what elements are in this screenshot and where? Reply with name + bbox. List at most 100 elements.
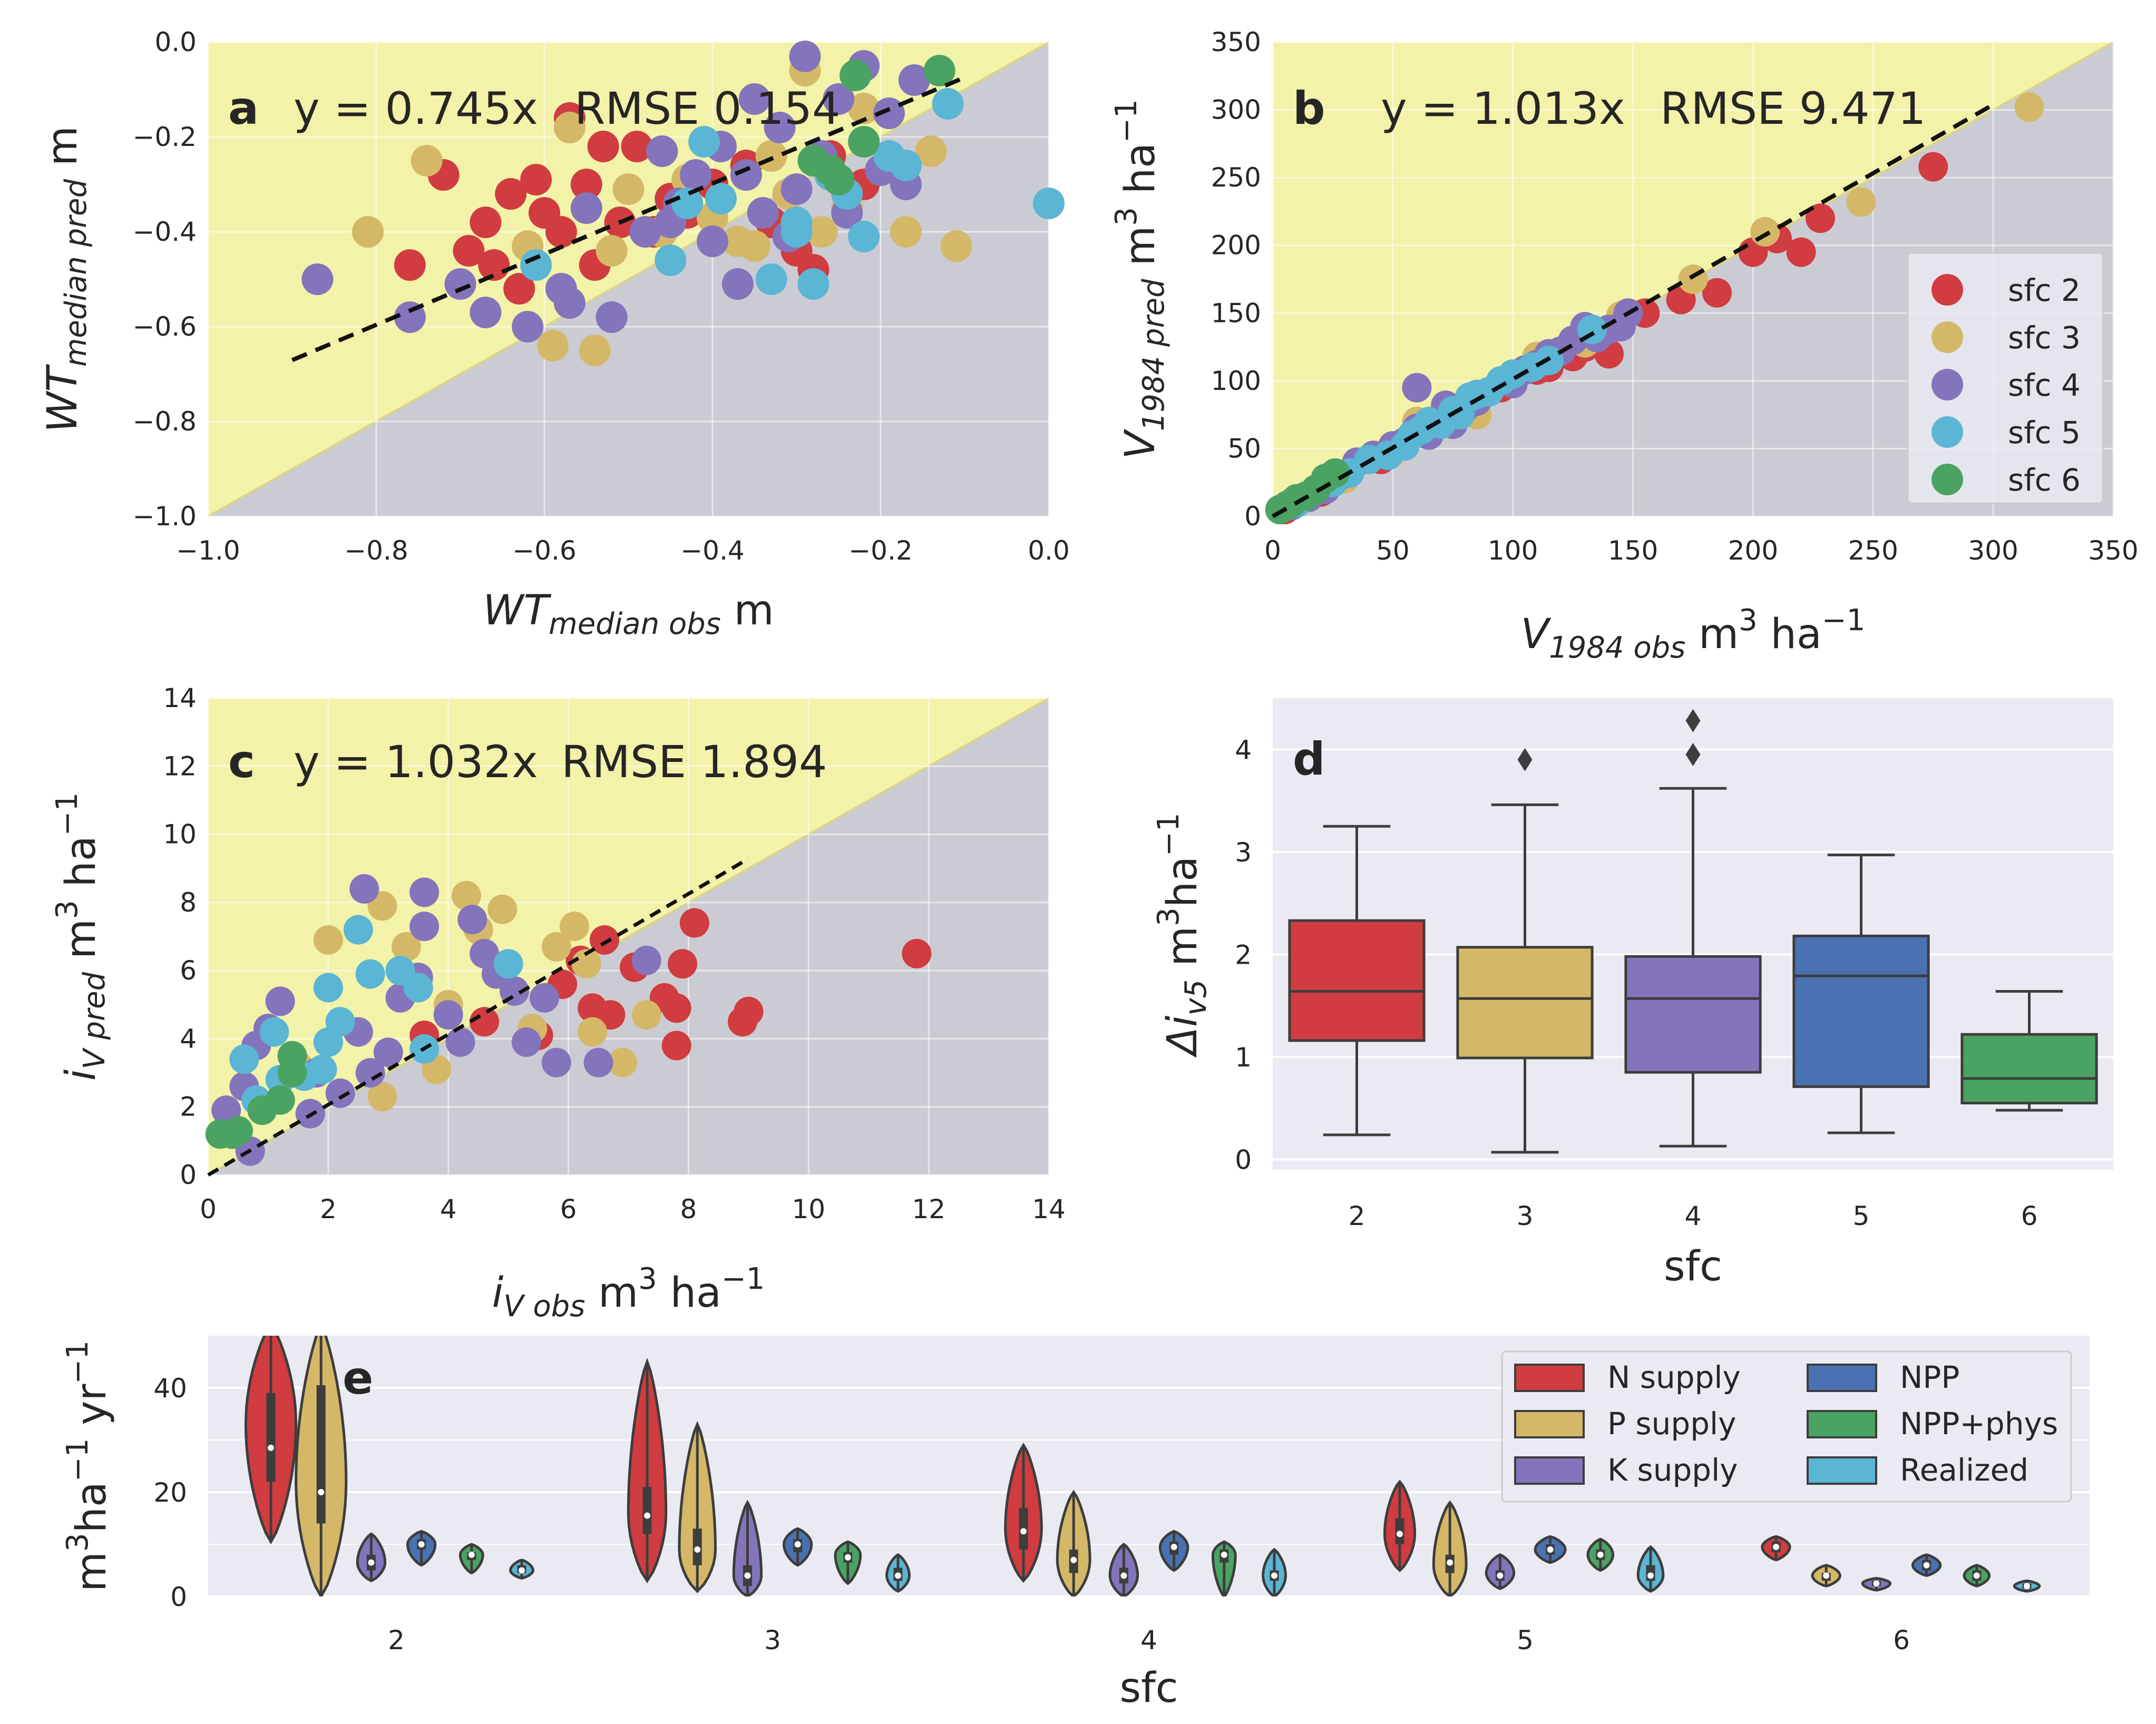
label-part: yr	[68, 1384, 115, 1438]
violin-median	[268, 1444, 274, 1451]
scatter-point	[349, 874, 379, 904]
scatter-point	[313, 973, 343, 1003]
x-axis-label: WTmedian obs m	[483, 587, 774, 641]
y-tick-label: 6	[180, 955, 197, 986]
x-tick-label: 4	[1140, 1625, 1157, 1656]
one-to-one-line	[208, 41, 1049, 517]
scatter-point	[512, 311, 544, 342]
y-tick-label: 10	[163, 819, 197, 850]
label-part: −1	[1822, 603, 1866, 638]
scatter-point	[781, 207, 813, 238]
y-tick-label: 350	[1211, 27, 1261, 57]
label-part: ha	[1159, 856, 1206, 907]
x-tick-label: 6	[560, 1194, 577, 1225]
panel-c-scatter: 0 2 4 6 8 10 12 14 0 2 4 6 8 10 12 14 c y = 1.032x RMSE 1.…	[50, 683, 1066, 1324]
scatter-point	[764, 112, 796, 143]
legend-label: sfc 3	[2008, 320, 2081, 356]
scatter-point	[721, 268, 754, 300]
scatter-point	[697, 226, 728, 257]
scatter-point	[495, 178, 527, 210]
scatter-point	[789, 41, 821, 72]
label-part: 3	[61, 1533, 95, 1552]
scatter-point	[596, 235, 628, 267]
panel-letter: d	[1293, 733, 1325, 786]
legend-label: sfc 4	[2008, 367, 2081, 403]
scatter-point	[470, 207, 502, 238]
legend-marker	[1931, 464, 1963, 495]
scatter-point	[478, 249, 510, 281]
scatter-point	[806, 216, 838, 248]
label-part: V pred	[77, 972, 112, 1069]
label-part: V	[1117, 429, 1164, 459]
legend-box	[1501, 1350, 2072, 1503]
scatter-point	[734, 996, 764, 1026]
label-part: V	[1521, 611, 1552, 658]
x-tick-label: 5	[1853, 1201, 1870, 1231]
scatter-point	[1786, 237, 1816, 267]
scatter-point	[373, 1037, 403, 1067]
scatter-point	[391, 932, 421, 962]
label-part: i	[57, 1069, 105, 1081]
scatter-point	[553, 287, 586, 319]
violin-median	[794, 1541, 801, 1547]
x-tick-label: −0.2	[848, 535, 912, 566]
violin-median	[418, 1541, 425, 1547]
scatter-point	[453, 235, 485, 267]
label-part: ha	[657, 1269, 721, 1317]
legend-label: NPP	[1900, 1359, 1959, 1395]
y-tick-label: 20	[153, 1477, 187, 1508]
y-tick-label: 0	[1235, 1145, 1252, 1176]
violin-median	[1070, 1556, 1077, 1563]
scatter-point	[259, 1017, 289, 1047]
scatter-point	[932, 88, 964, 120]
scatter-point	[265, 986, 295, 1016]
box-iqr	[1456, 946, 1594, 1060]
scatter-point	[553, 112, 586, 143]
scatter-point	[1750, 217, 1780, 247]
legend-marker	[1931, 274, 1963, 306]
scatter-point	[608, 1047, 638, 1078]
box-iqr	[1960, 1033, 2098, 1105]
box-iqr	[1792, 934, 1930, 1088]
legend-label: sfc 5	[2008, 415, 2081, 450]
violin-median	[1647, 1572, 1654, 1579]
label-part: −1	[721, 1262, 765, 1296]
scatter-point	[646, 135, 678, 167]
y-tick-label: 200	[1211, 230, 1261, 261]
scatter-point	[873, 97, 905, 129]
scatter-point	[923, 55, 955, 86]
scatter-point	[596, 301, 628, 333]
legend-swatch	[1514, 1364, 1585, 1392]
scatter-point	[823, 164, 855, 195]
scatter-point	[848, 221, 880, 252]
y-tick-label: 2	[180, 1092, 197, 1122]
violin-median	[844, 1554, 851, 1561]
scatter-point	[671, 188, 704, 219]
y-tick-label: 8	[180, 887, 197, 918]
y-axis-label: m3ha−1 yr−1	[61, 1340, 115, 1592]
y-axis-label: Δiv5 m3ha−1	[1152, 812, 1213, 1057]
y-tick-label: −1.0	[133, 501, 197, 532]
label-part: m	[1159, 926, 1206, 979]
scatter-point	[1402, 373, 1432, 403]
violin-median	[368, 1559, 375, 1566]
scatter-point	[301, 263, 334, 295]
violin-median	[1221, 1551, 1227, 1558]
rmse-label: RMSE 1.894	[561, 736, 827, 788]
x-tick-label: 100	[1488, 535, 1538, 566]
y-tick-label: 300	[1211, 95, 1261, 125]
x-tick-label: 10	[792, 1194, 825, 1225]
y-tick-label: −0.4	[133, 217, 197, 247]
scatter-point	[755, 140, 787, 172]
y-tick-label: 40	[153, 1373, 187, 1404]
scatter-point	[680, 159, 712, 191]
scatter-point	[570, 169, 602, 200]
y-axis-label: V1984 pred m3 ha−1	[1109, 99, 1171, 459]
label-part: m	[57, 919, 105, 972]
x-tick-label: 350	[2088, 535, 2138, 566]
scatter-point	[1033, 188, 1065, 219]
scatter-point	[457, 905, 487, 935]
violin-group	[244, 1336, 2041, 1596]
